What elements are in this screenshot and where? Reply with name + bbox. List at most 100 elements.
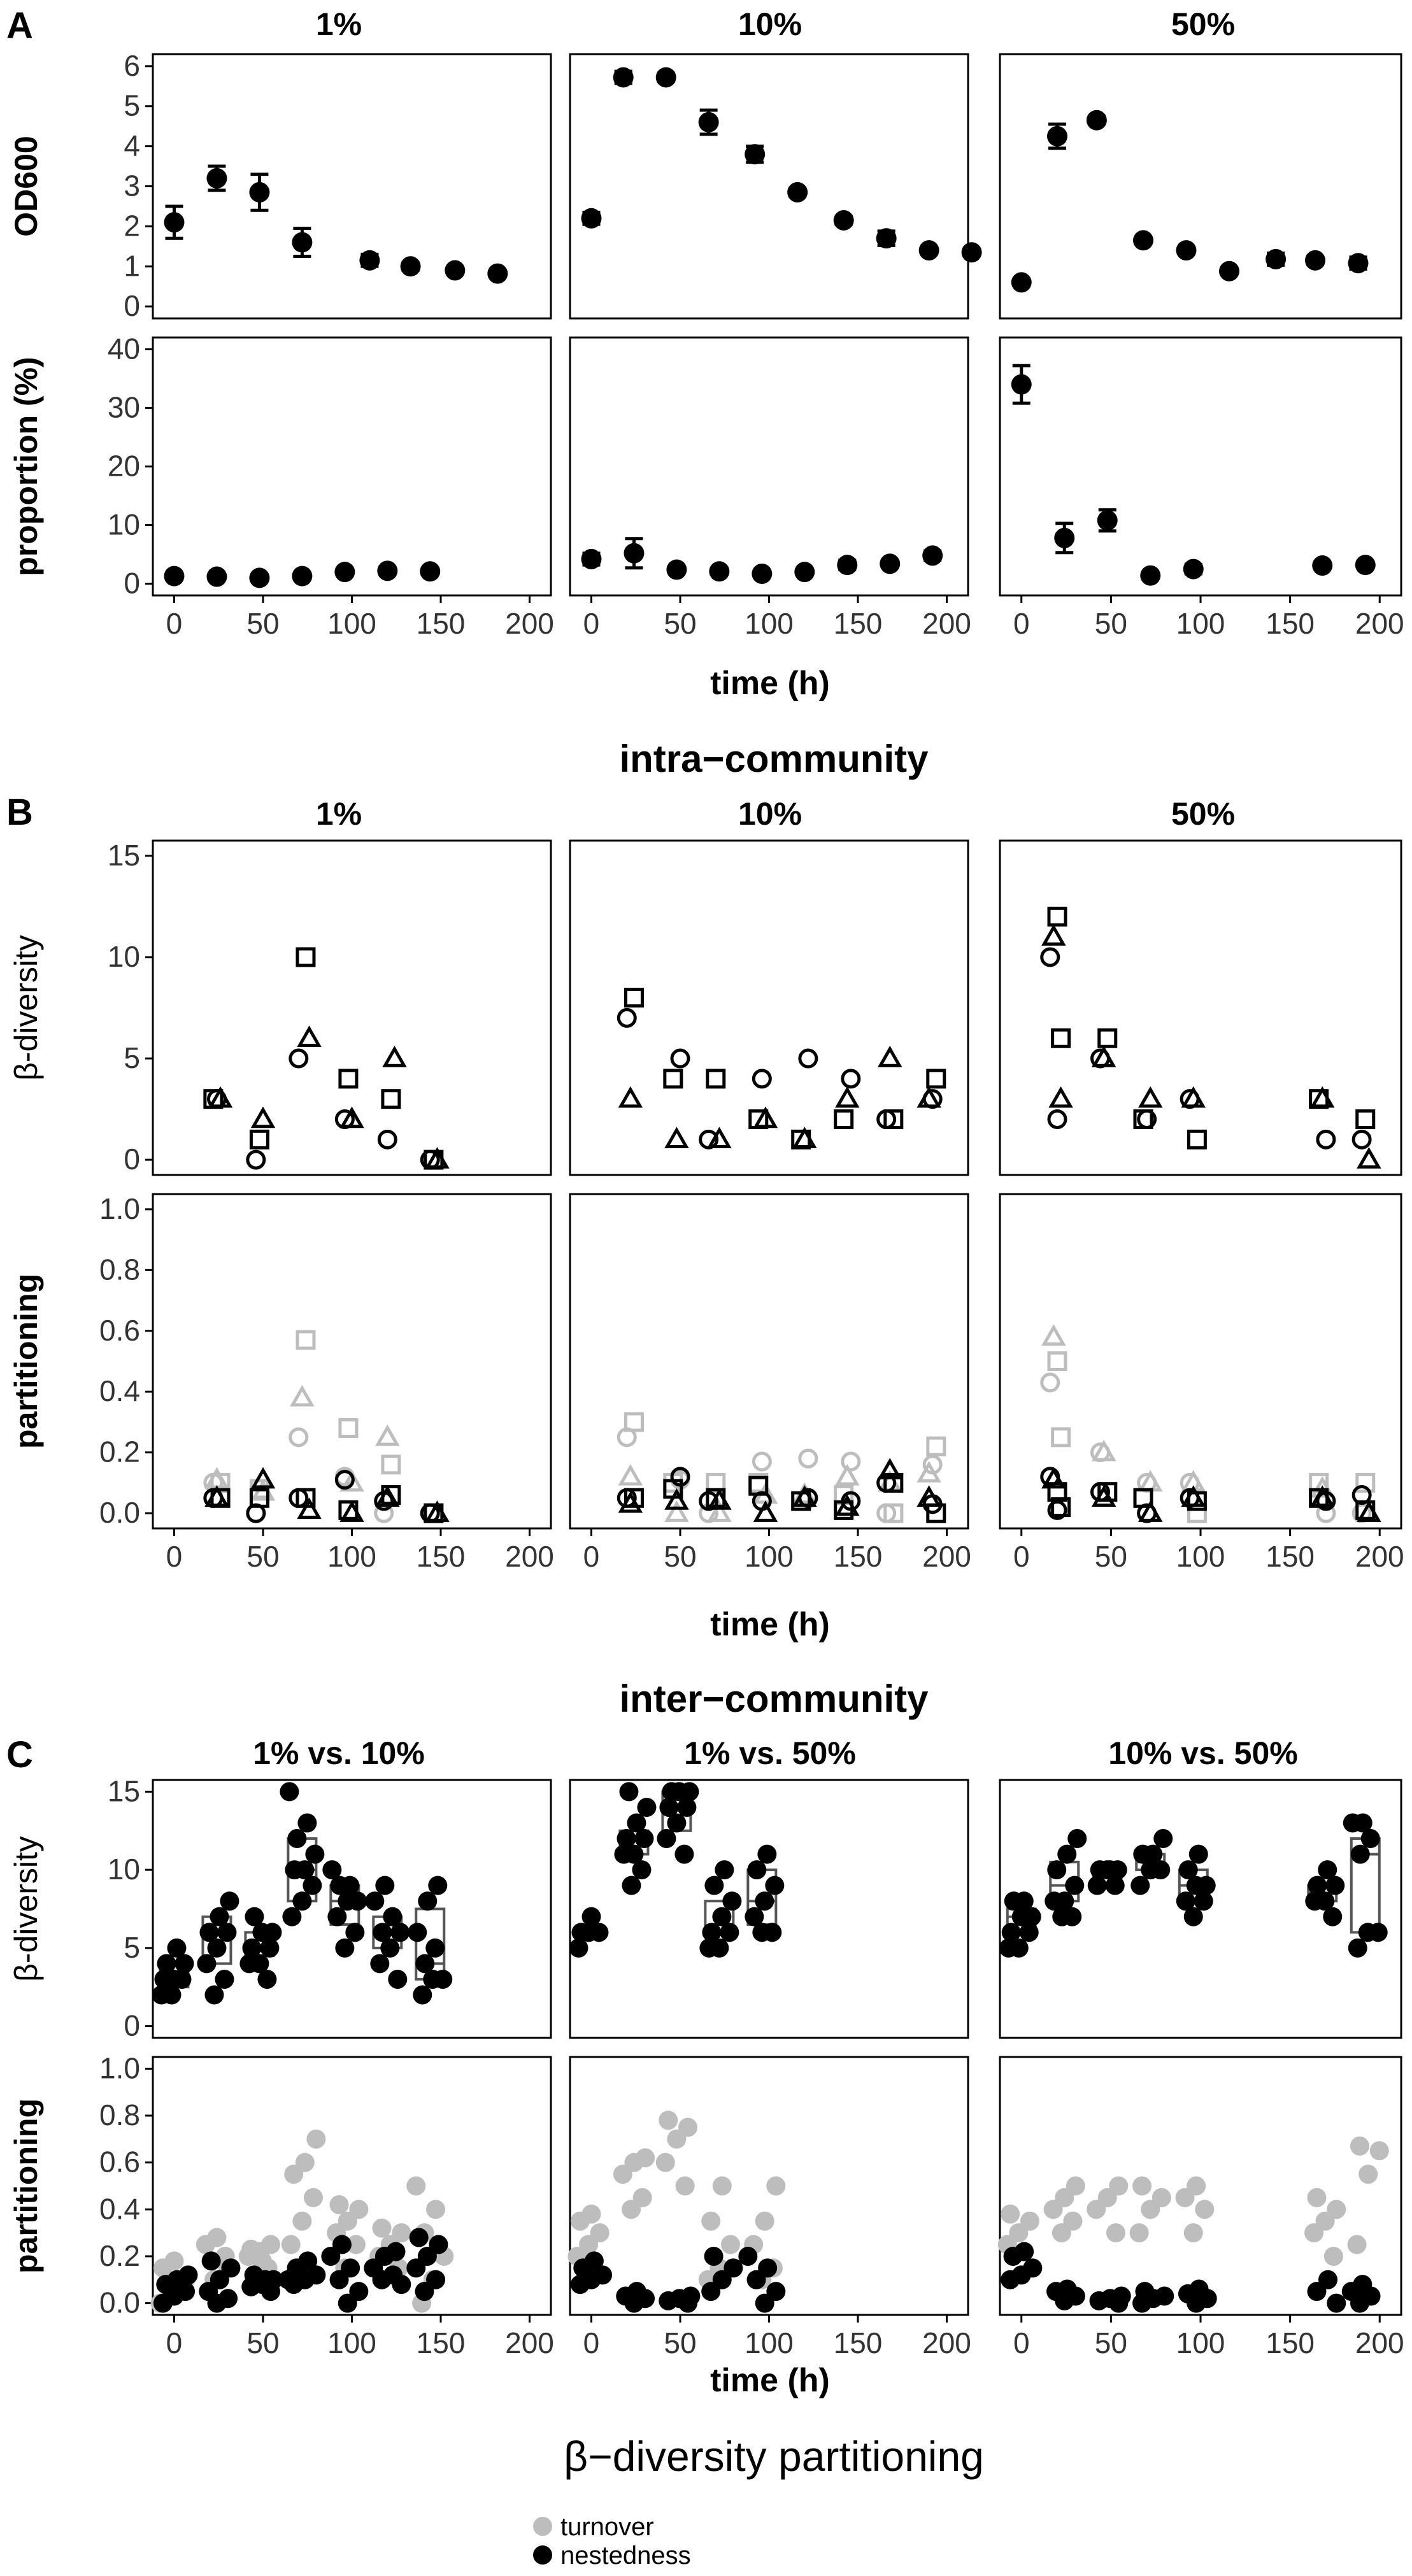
data-point-square xyxy=(383,1091,399,1107)
panel-letter-c: C xyxy=(6,1734,33,1775)
x-tick-label: 50 xyxy=(1095,607,1127,640)
data-point-triangle xyxy=(1052,1090,1071,1106)
facet-1: 0 5 10 15 xyxy=(108,839,551,1176)
data-point xyxy=(1047,1860,1066,1879)
data-point xyxy=(762,1923,781,1942)
x-tick-label: 100 xyxy=(1176,607,1225,640)
nestedness-point-triangle xyxy=(621,1495,640,1511)
turnover-point-circle xyxy=(290,1429,307,1446)
y-tick-label: 30 xyxy=(108,390,140,423)
data-point xyxy=(377,560,397,581)
data-point xyxy=(292,566,312,587)
x-axis-label-b: time (h) xyxy=(710,1606,830,1643)
data-point-square xyxy=(251,1131,267,1148)
data-point xyxy=(745,144,765,164)
x-tick-label: 200 xyxy=(922,1540,971,1573)
chart-c-partitioning: partitioning0.00.20.40.60.81.00 50 100 150 2… xyxy=(8,2051,1404,2359)
data-point-triangle xyxy=(838,1090,857,1106)
data-point xyxy=(1065,1876,1084,1895)
data-point xyxy=(292,232,312,253)
facet-title-c-1: 1% vs. 10% xyxy=(253,1735,425,1771)
x-tick-label: 50 xyxy=(246,2326,279,2359)
data-point xyxy=(433,1970,452,1989)
nestedness-point xyxy=(298,2251,317,2270)
data-point xyxy=(657,1829,676,1848)
data-point xyxy=(702,1923,721,1942)
data-point xyxy=(637,1798,656,1817)
legend-label-turnover: turnover xyxy=(560,2513,654,2541)
data-point xyxy=(613,67,634,87)
data-point xyxy=(715,1860,734,1879)
data-point xyxy=(666,560,687,580)
turnover-point-triangle xyxy=(292,1388,311,1405)
x-tick-label: 150 xyxy=(417,1540,466,1573)
y-tick-label: 1.0 xyxy=(99,1192,140,1225)
data-point xyxy=(383,1907,402,1926)
turnover-point xyxy=(678,2117,697,2137)
data-point-circle xyxy=(248,1151,264,1168)
turnover-point xyxy=(701,2212,720,2231)
data-point xyxy=(747,1860,766,1879)
data-point xyxy=(415,1954,434,1973)
panel-frame xyxy=(1000,54,1401,318)
data-point xyxy=(245,1907,264,1926)
facet-2 xyxy=(569,1780,968,2038)
nestedness-point xyxy=(383,2265,403,2284)
data-point-square xyxy=(1049,908,1066,925)
data-point xyxy=(1353,1814,1373,1833)
turnover-point xyxy=(1350,2137,1369,2156)
data-point-triangle xyxy=(621,1090,640,1106)
turnover-point xyxy=(1327,2200,1346,2219)
data-point xyxy=(919,240,939,260)
turnover-point xyxy=(721,2235,740,2254)
nestedness-point xyxy=(1015,2242,1034,2261)
data-point xyxy=(282,1907,301,1926)
facet-title-b-2: 10% xyxy=(738,796,802,832)
nestedness-point xyxy=(738,2247,757,2266)
turnover-point xyxy=(1307,2188,1326,2207)
data-point xyxy=(581,1907,601,1926)
y-axis-label: β-diversity xyxy=(8,1836,44,1982)
data-point xyxy=(1054,528,1074,548)
data-point-square xyxy=(1357,1111,1374,1128)
turnover-point xyxy=(1066,2177,1085,2196)
data-point xyxy=(1140,566,1160,586)
facet-3: 0 50 100 150 200 xyxy=(998,2057,1404,2359)
facet-2 xyxy=(570,841,968,1175)
turnover-point xyxy=(282,2235,301,2254)
panel-frame xyxy=(1000,1194,1401,1528)
turnover-point xyxy=(373,2219,392,2238)
chart-b-partitioning: partitioning 0.0 0.2 0.4 0.6 0.8 1.0 0 50 100 150 2… xyxy=(8,1192,1404,1573)
data-point xyxy=(1176,240,1197,260)
data-point xyxy=(1153,1829,1173,1848)
x-tick-label: 0 xyxy=(166,1540,183,1573)
legend-key-turnover xyxy=(533,2517,552,2536)
y-tick-label: 0.6 xyxy=(99,2145,140,2179)
turnover-point-square xyxy=(383,1456,399,1473)
facet-3 xyxy=(999,1780,1401,2038)
data-point xyxy=(1011,272,1032,292)
data-point xyxy=(249,567,269,588)
nestedness-point xyxy=(387,2242,406,2261)
data-point xyxy=(619,1782,638,1801)
x-tick-label: 100 xyxy=(327,1540,376,1573)
data-point xyxy=(622,1876,641,1895)
data-point xyxy=(1312,555,1332,576)
chart-a-proportion: proportion (%)0102030400 50 100 150 200 0 50 10… xyxy=(8,332,1404,640)
chart-b-beta: β-diversity 0 5 10 15 xyxy=(8,839,1401,1176)
turnover-point xyxy=(406,2177,425,2196)
data-point-triangle xyxy=(667,1130,686,1146)
y-tick-label: 20 xyxy=(108,450,140,483)
panel-frame xyxy=(570,54,968,318)
data-point xyxy=(327,1907,346,1926)
x-tick-label: 150 xyxy=(417,2326,466,2359)
data-point xyxy=(249,182,269,203)
data-point xyxy=(206,567,227,587)
turnover-point xyxy=(766,2177,785,2196)
facet-title-b-1: 1% xyxy=(316,796,362,832)
data-point xyxy=(581,549,601,569)
nestedness-point-triangle xyxy=(838,1498,857,1514)
x-tick-label: 100 xyxy=(745,2326,794,2359)
data-point-circle xyxy=(843,1071,859,1087)
turnover-point xyxy=(1324,2247,1343,2266)
